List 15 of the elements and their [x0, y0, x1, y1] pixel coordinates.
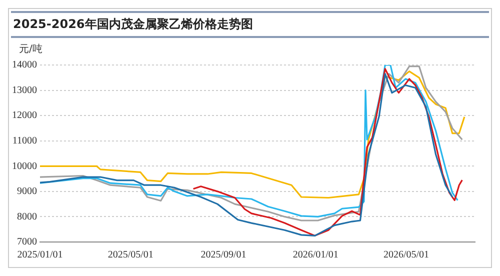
x-tick-label: 2025/05/01	[108, 250, 154, 261]
y-tick-label: 11000	[12, 135, 37, 146]
x-tick-label: 2025/09/01	[200, 250, 246, 261]
y-tick-label: 10000	[12, 160, 37, 172]
y-tick-label: 9000	[17, 186, 37, 198]
y-tick-label: 13000	[12, 84, 37, 96]
y-tick-label: 8000	[17, 211, 37, 222]
x-tick-label: 2026/05/01	[383, 250, 430, 261]
y-tick-label: 12000	[12, 110, 37, 122]
chart-title: 2025-2026年国内茂金属聚乙烯价格走势图	[11, 11, 489, 38]
x-tick-label: 2026/01/01	[292, 250, 338, 261]
x-tick-label: 2025/01/01	[17, 250, 63, 261]
y-tick-label: 14000	[12, 60, 37, 71]
y-axis-title: 元/吨	[19, 42, 44, 56]
y-tick-label: 7000	[17, 236, 37, 248]
